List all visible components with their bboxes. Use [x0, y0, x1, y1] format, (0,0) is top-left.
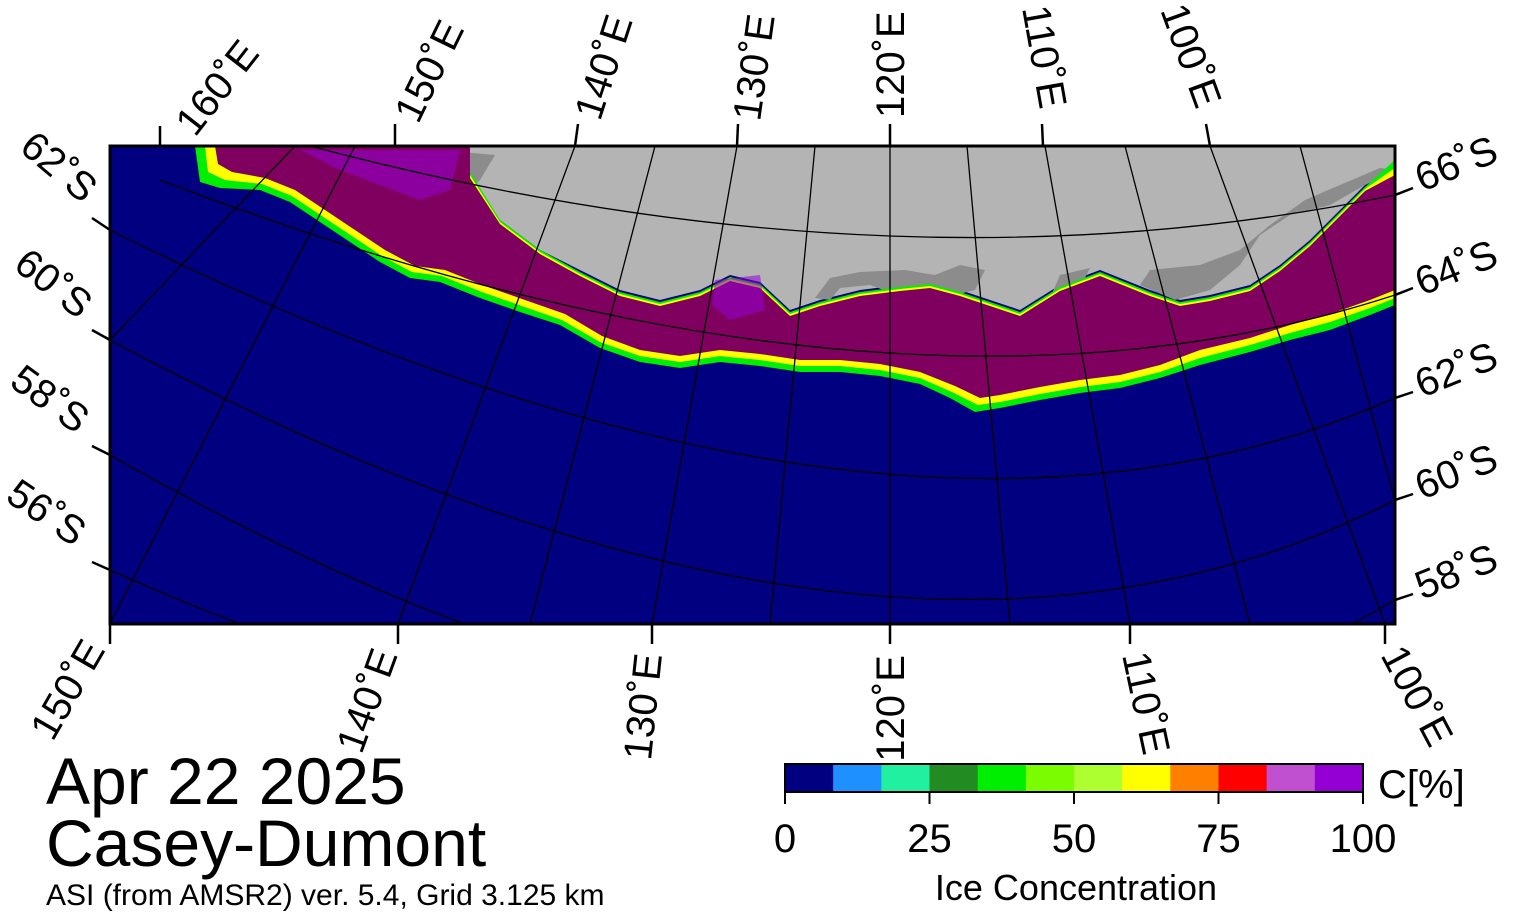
colorbar-segment: [1218, 764, 1268, 792]
lat-label-right: 62˚S: [1409, 334, 1504, 406]
colorbar-tick-label: 25: [907, 817, 952, 861]
product-info: ASI (from AMSR2) ver. 5.4, Grid 3.125 km: [46, 879, 605, 912]
colorbar-segment: [833, 764, 882, 792]
meridian-line: [966, 146, 1011, 624]
colorbar-segment: [785, 764, 834, 792]
lon-label-bottom: 130˚E: [616, 651, 671, 762]
meridian-line: [110, 146, 296, 341]
meridian-line: [1044, 146, 1131, 624]
date-title: Apr 22 2025: [46, 744, 406, 818]
colorbar-segment: [1314, 764, 1364, 792]
meridian-line: [1209, 146, 1386, 624]
parallel-line: [110, 454, 1395, 624]
parallel-line: [309, 146, 1395, 239]
meridian-line: [769, 146, 816, 624]
colorbar-segment: [977, 764, 1027, 792]
lat-label-right: 58˚S: [1409, 536, 1504, 608]
colorbar-tick-label: 0: [774, 817, 796, 861]
lon-label-top: 120˚E: [869, 11, 913, 118]
colorbar-segment: [929, 764, 979, 792]
lon-label-top: 130˚E: [725, 11, 783, 123]
lon-label-bottom: 120˚E: [869, 655, 913, 762]
colorbar: 0 25 50 75 100: [774, 764, 1397, 861]
parallel-line: [110, 229, 1395, 480]
lat-label-right: 66˚S: [1409, 128, 1504, 200]
lon-label-top: 160˚E: [167, 32, 267, 143]
lat-label-left: 60˚S: [6, 240, 100, 327]
parallel-line: [110, 339, 1395, 600]
meridian-line: [397, 146, 576, 624]
lat-label-left: 56˚S: [0, 471, 94, 555]
colorbar-tick-label: 50: [1052, 817, 1097, 861]
lon-label-bottom: 140˚E: [329, 643, 407, 758]
lon-label-top: 100˚E: [1152, 0, 1230, 113]
sea-ice-purple: [300, 150, 460, 200]
colorbar-frame: [784, 763, 1364, 793]
colorbar-title: Ice Concentration: [935, 867, 1217, 908]
lon-label-top: 110˚E: [1013, 2, 1074, 112]
sea-ice-purple: [712, 275, 765, 320]
colorbar-unit-label: C[%]: [1378, 763, 1465, 807]
colorbar-tick-label: 100: [1330, 817, 1397, 861]
colorbar-segment: [1170, 764, 1219, 792]
colorbar-segment: [1074, 764, 1123, 792]
region-title: Casey-Dumont: [46, 806, 487, 880]
map-frame: [108, 144, 1397, 626]
lat-label-left: 62˚S: [12, 123, 105, 211]
ice-shelf-area: [1140, 168, 1395, 300]
frame-ticks: [91, 123, 1414, 644]
lat-label-right: 64˚S: [1409, 232, 1504, 304]
meridian-line: [529, 146, 656, 624]
lon-label-bottom: 100˚E: [1372, 639, 1461, 754]
lon-label-top: 140˚E: [567, 10, 642, 125]
colorbar-segment: [1025, 764, 1075, 792]
meridian-line: [1124, 146, 1251, 624]
meridian-line: [1299, 146, 1395, 501]
colorbar-segment: [1122, 764, 1171, 792]
sea-ice-high: [215, 146, 1395, 398]
lat-label-left: 58˚S: [3, 357, 97, 442]
lon-label-bottom: 110˚E: [1113, 648, 1178, 759]
lat-label-right: 60˚S: [1409, 436, 1504, 508]
parallel-line: [159, 179, 1395, 357]
lon-label-bottom: 150˚E: [22, 633, 113, 747]
colorbar-segment: [1266, 764, 1316, 792]
colorbar-tick-label: 75: [1196, 817, 1241, 861]
meridian-line: [110, 146, 356, 624]
meridian-line: [651, 146, 738, 624]
graticule: [110, 146, 1395, 624]
lon-label-top: 150˚E: [387, 14, 473, 129]
colorbar-segment: [881, 764, 930, 792]
